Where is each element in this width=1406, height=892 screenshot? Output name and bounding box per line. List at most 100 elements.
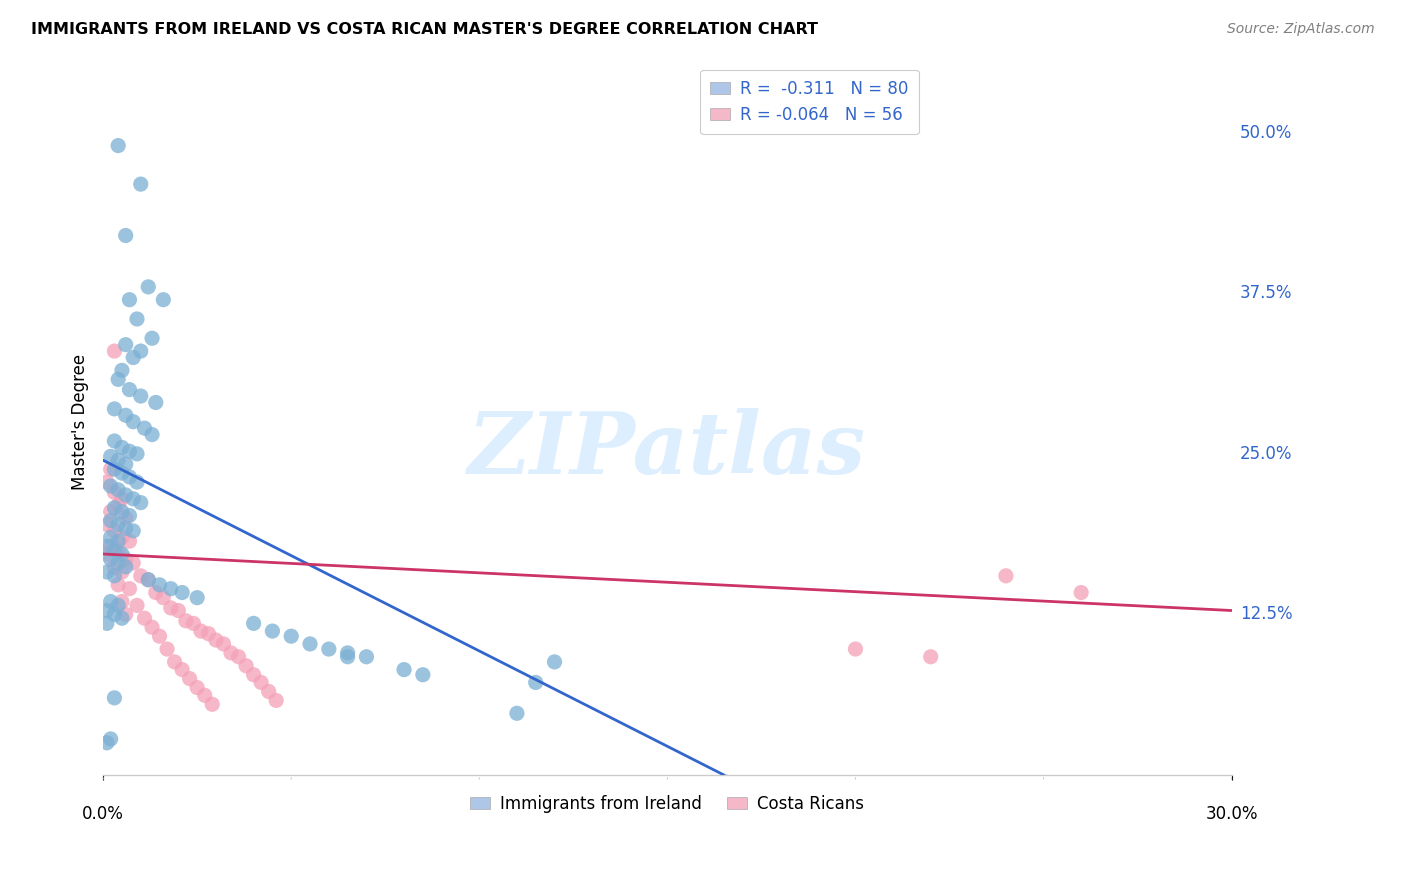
Point — [186, 591, 208, 605]
Point — [103, 607, 125, 622]
Point — [107, 556, 129, 570]
Point — [122, 556, 145, 570]
Point — [134, 611, 156, 625]
Point — [118, 470, 141, 484]
Point — [111, 491, 134, 506]
Point — [114, 552, 136, 566]
Point — [201, 698, 224, 712]
Point — [141, 331, 163, 345]
Point — [111, 505, 134, 519]
Point — [129, 344, 152, 359]
Point — [111, 530, 134, 544]
Point — [129, 495, 152, 509]
Point — [336, 646, 359, 660]
Point — [172, 585, 194, 599]
Point — [122, 415, 145, 429]
Point — [118, 582, 141, 596]
Point — [107, 498, 129, 512]
Point — [136, 573, 159, 587]
Point — [103, 500, 125, 515]
Point — [190, 624, 212, 638]
Text: IMMIGRANTS FROM IRELAND VS COSTA RICAN MASTER'S DEGREE CORRELATION CHART: IMMIGRANTS FROM IRELAND VS COSTA RICAN M… — [31, 22, 818, 37]
Point — [96, 547, 118, 561]
Point — [103, 559, 125, 574]
Point — [114, 521, 136, 535]
Point — [114, 559, 136, 574]
Point — [336, 649, 359, 664]
Point — [114, 488, 136, 502]
Text: 25.0%: 25.0% — [1240, 445, 1292, 463]
Point — [280, 629, 302, 643]
Point — [107, 543, 129, 558]
Point — [107, 578, 129, 592]
Text: 12.5%: 12.5% — [1240, 606, 1292, 624]
Point — [114, 409, 136, 423]
Point — [118, 444, 141, 458]
Point — [100, 552, 122, 566]
Point — [103, 485, 125, 500]
Point — [235, 658, 257, 673]
Point — [100, 594, 122, 608]
Point — [114, 607, 136, 622]
Text: 30.0%: 30.0% — [1205, 805, 1258, 823]
Point — [197, 626, 219, 640]
Point — [96, 539, 118, 553]
Point — [134, 421, 156, 435]
Y-axis label: Master's Degree: Master's Degree — [72, 353, 89, 490]
Point — [103, 524, 125, 538]
Point — [122, 491, 145, 506]
Point — [103, 401, 125, 416]
Point — [219, 646, 242, 660]
Point — [356, 649, 378, 664]
Point — [129, 177, 152, 191]
Point — [186, 681, 208, 695]
Point — [100, 514, 122, 528]
Point — [160, 582, 183, 596]
Point — [179, 672, 201, 686]
Point — [250, 675, 273, 690]
Point — [100, 462, 122, 476]
Point — [257, 684, 280, 698]
Point — [96, 565, 118, 579]
Point — [96, 603, 118, 617]
Point — [920, 649, 942, 664]
Point — [167, 603, 190, 617]
Point — [174, 614, 197, 628]
Point — [100, 450, 122, 464]
Point — [111, 565, 134, 579]
Point — [118, 508, 141, 523]
Point — [118, 534, 141, 549]
Point — [103, 690, 125, 705]
Text: ZIPatlas: ZIPatlas — [468, 409, 866, 491]
Point — [212, 637, 235, 651]
Point — [524, 675, 547, 690]
Text: 50.0%: 50.0% — [1240, 124, 1292, 142]
Point — [172, 663, 194, 677]
Point — [96, 616, 118, 631]
Point — [242, 667, 264, 681]
Point — [111, 611, 134, 625]
Point — [100, 530, 122, 544]
Point — [136, 280, 159, 294]
Point — [994, 569, 1017, 583]
Point — [96, 736, 118, 750]
Point — [114, 228, 136, 243]
Legend: Immigrants from Ireland, Costa Ricans: Immigrants from Ireland, Costa Ricans — [464, 789, 870, 820]
Point — [264, 693, 287, 707]
Point — [122, 351, 145, 365]
Point — [96, 475, 118, 489]
Point — [205, 633, 228, 648]
Point — [103, 344, 125, 359]
Point — [129, 389, 152, 403]
Point — [107, 453, 129, 467]
Point — [96, 517, 118, 532]
Text: Source: ZipAtlas.com: Source: ZipAtlas.com — [1227, 22, 1375, 37]
Point — [392, 663, 415, 677]
Point — [145, 585, 167, 599]
Point — [543, 655, 565, 669]
Point — [111, 594, 134, 608]
Point — [111, 441, 134, 455]
Point — [122, 524, 145, 538]
Point — [107, 138, 129, 153]
Point — [412, 667, 434, 681]
